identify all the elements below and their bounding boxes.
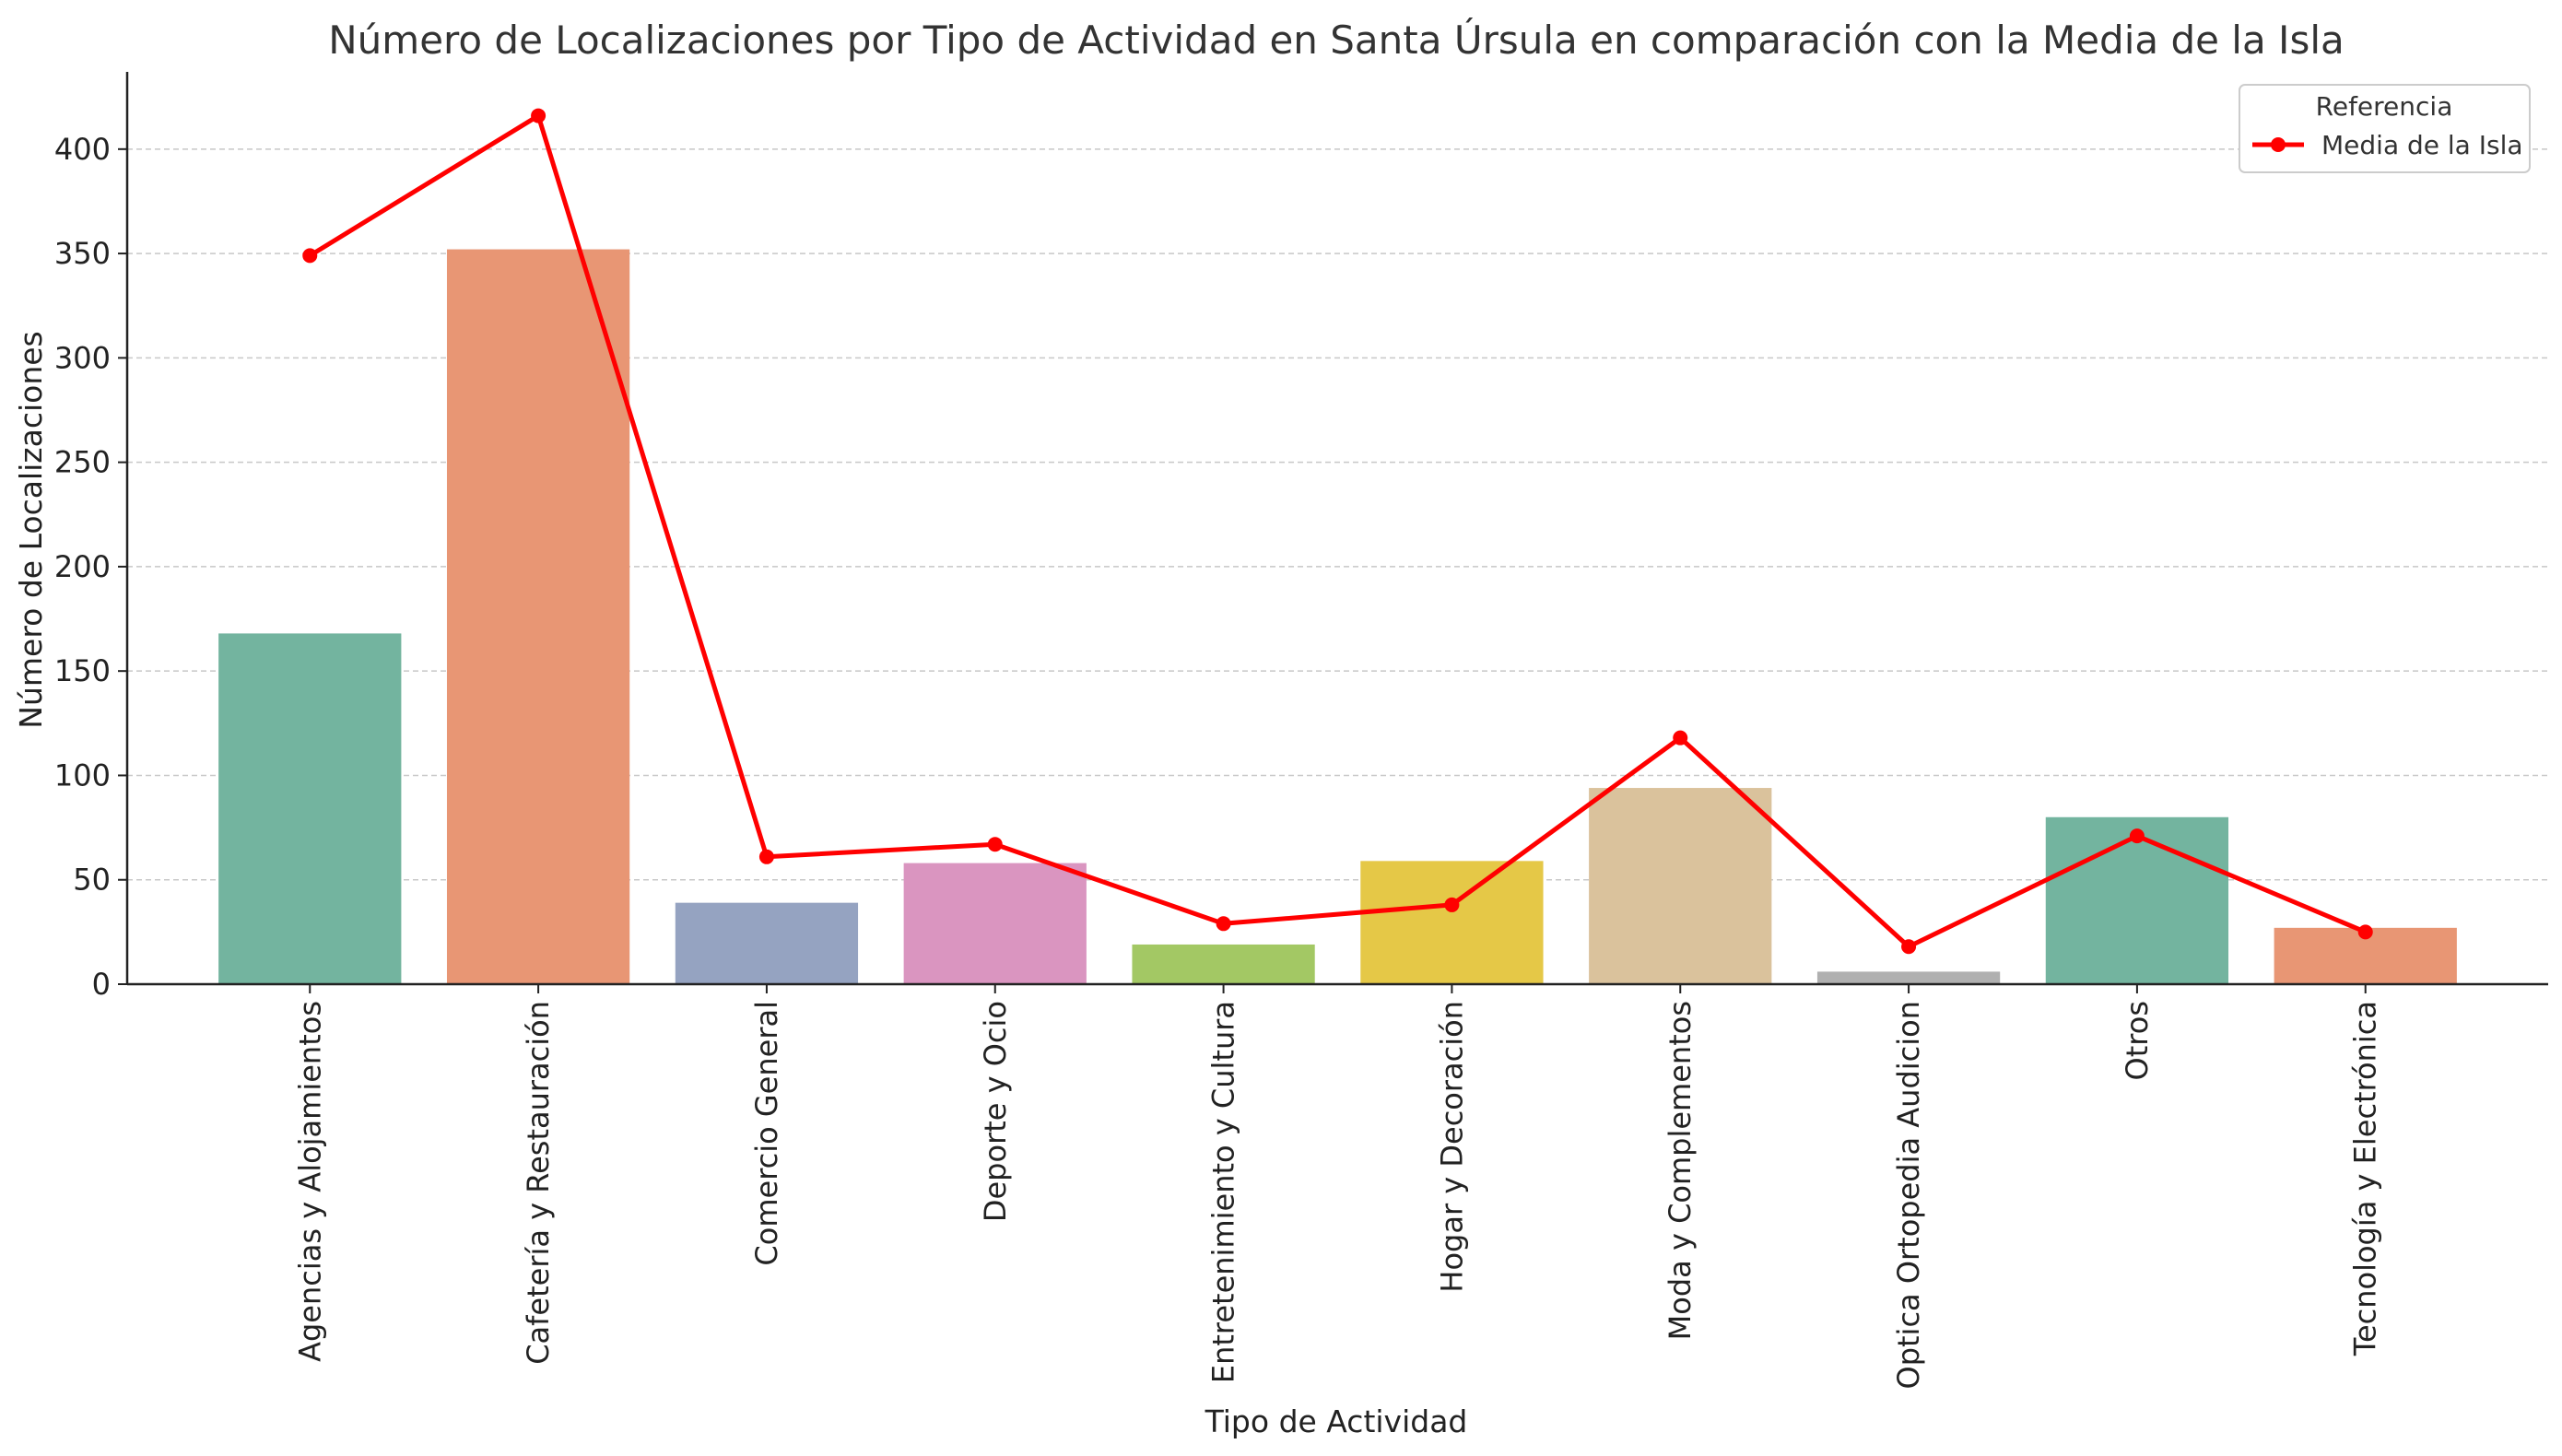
gridlines [127,148,2548,881]
legend-marker-swatch [2271,137,2286,152]
legend-box [2239,84,2531,173]
y-tick-label: 100 [54,757,111,793]
x-tick-label: Entretenimiento y Cultura [1206,1001,1241,1383]
bar [218,633,402,984]
average-point [302,248,318,264]
y-tick-label: 400 [54,132,111,167]
island-average-line [302,108,2373,955]
legend-label: Media de la Isla [2321,130,2523,160]
bar [1132,944,1315,984]
y-tick-label: 200 [54,549,111,584]
axes [125,72,2548,986]
average-point [2357,924,2373,940]
x-tick-label: Comercio General [749,1001,784,1266]
y-tick-label: 150 [54,653,111,688]
average-point [1216,916,1231,932]
bar [675,902,859,984]
average-point [1901,939,1917,955]
bar [2045,816,2229,984]
x-tick-label: Tecnología y Electrónica [2348,1001,2383,1356]
x-tick-label: Hogar y Decoración [1434,1001,1469,1293]
y-tick-label: 350 [54,236,111,271]
legend: Referencia Media de la Isla [2239,84,2531,173]
x-tick-label: Cafetería y Restauración [521,1001,556,1365]
bar [1589,788,1772,984]
tick-labels: 0 50 100 150 200 250 300 350 400 Agencias y Aloja… [54,132,2383,1390]
x-tick-label: Optica Ortopedia Audicion [1891,1001,1926,1389]
average-point [1444,897,1460,912]
bar [1360,861,1544,984]
average-point [1673,730,1688,746]
bar [446,249,630,984]
y-axis-title: Número de Localizaciones [13,331,49,728]
x-tick-label: Moda y Complementos [1663,1001,1698,1340]
bar [903,863,1087,984]
x-axis-title: Tipo de Actividad [1205,1403,1468,1439]
y-tick-label: 0 [92,967,111,1002]
x-tick-label: Otros [2120,1001,2155,1080]
bar [1816,971,2001,984]
average-line [308,113,2367,949]
average-point [2129,828,2145,844]
chart-title: Número de Localizaciones por Tipo de Act… [328,17,2345,63]
y-tick-label: 50 [73,863,111,898]
y-tick-label: 300 [54,340,111,375]
x-tick-label: Deporte y Ocio [978,1001,1013,1222]
legend-title: Referencia [2316,91,2453,122]
y-tick-label: 250 [54,445,111,480]
average-point [758,849,774,864]
average-point [987,837,1003,852]
average-point [531,108,546,123]
x-tick-label: Agencias y Alojamientos [292,1001,327,1362]
bars [218,249,2457,984]
